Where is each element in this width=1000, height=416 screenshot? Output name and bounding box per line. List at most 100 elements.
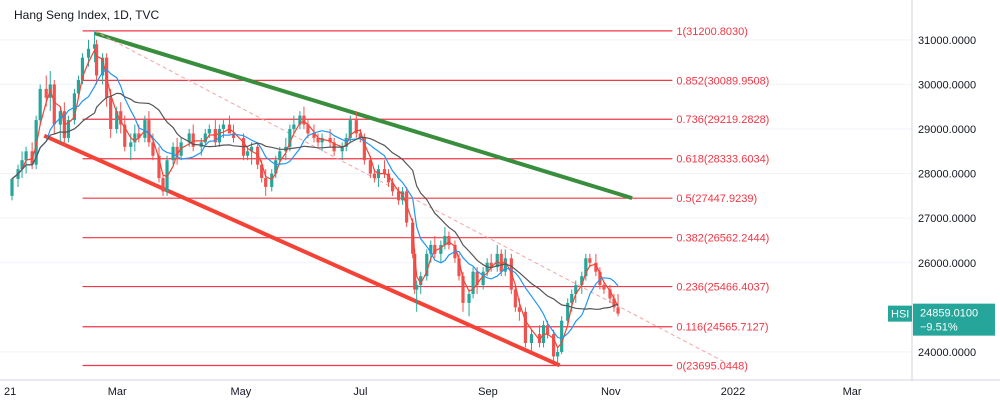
- candle-body: [231, 133, 236, 138]
- chart-title: Hang Seng Index, 1D, TVC: [14, 8, 160, 22]
- candle-body: [467, 293, 471, 303]
- y-tick-label: 28000.0000: [918, 169, 976, 181]
- candle-body: [545, 325, 550, 335]
- candle-body: [191, 133, 195, 147]
- candle-body: [217, 129, 221, 143]
- ma-slow-line: [11, 92, 619, 310]
- candle-body: [278, 151, 282, 161]
- candle-body: [340, 146, 344, 152]
- candle-body: [616, 307, 620, 314]
- candle-body: [288, 129, 292, 147]
- candle-body: [588, 258, 592, 263]
- candle-body: [396, 191, 401, 201]
- candle-body: [513, 289, 517, 308]
- candle-body: [574, 285, 578, 294]
- red-channel-trendline[interactable]: [43, 133, 561, 368]
- candle-body: [354, 120, 358, 134]
- candle-body: [44, 88, 48, 98]
- candle-body: [187, 133, 191, 143]
- candle-body: [213, 129, 217, 143]
- candle-body: [249, 146, 254, 152]
- candle-body: [429, 244, 433, 254]
- candle-body: [425, 253, 429, 277]
- candle-body: [92, 44, 97, 49]
- candle-body: [489, 262, 493, 268]
- x-tick-label: Mar: [108, 386, 127, 398]
- candle-body: [415, 285, 419, 290]
- y-tick-label: 29000.0000: [918, 124, 976, 136]
- candle-body: [529, 334, 534, 344]
- candle-body: [137, 133, 141, 138]
- candle-body: [433, 244, 437, 254]
- candle-body: [439, 244, 443, 254]
- candle-body: [151, 142, 155, 156]
- candle-body: [66, 120, 70, 138]
- candle-body: [405, 191, 409, 223]
- candle-body: [552, 334, 556, 357]
- fibonacci-retracement[interactable]: 1(31200.8030) 0.852(30089.9508) 0.736(2921…: [82, 26, 770, 373]
- ma-mid-line: [11, 68, 619, 340]
- candle-body: [447, 236, 451, 245]
- candle-body: [80, 57, 85, 80]
- candle-body: [362, 137, 366, 161]
- candle-body: [320, 137, 324, 143]
- candle-body: [461, 276, 465, 303]
- candle-body: [503, 258, 507, 272]
- candle-body: [76, 79, 81, 94]
- candle-body: [517, 307, 521, 312]
- candle-body: [101, 57, 105, 76]
- candle-body: [570, 293, 574, 303]
- candle-body: [264, 178, 268, 187]
- symbol-badge: [888, 305, 912, 322]
- candle-body: [34, 120, 38, 165]
- candle-body: [413, 253, 417, 290]
- axes-layer: 24000.0000 26000.0000 27000.0000 28000.0000…: [0, 0, 1000, 398]
- candle-body: [94, 44, 99, 76]
- last-price-label: 24859.0100: [920, 308, 978, 320]
- candle-body: [52, 84, 56, 125]
- ma-fast-line: [11, 48, 619, 349]
- y-tick-label: 24000.0000: [918, 347, 976, 359]
- candle-body: [157, 155, 161, 179]
- y-tick-label: 27000.0000: [918, 213, 976, 225]
- x-tick-label: Sep: [478, 386, 498, 398]
- y-tick-label: 30000.0000: [918, 79, 976, 91]
- candle-body: [24, 151, 28, 161]
- x-tick-label: Jul: [353, 386, 367, 398]
- candle-body: [475, 271, 479, 286]
- change-pct-label: −9.51%: [920, 322, 958, 334]
- candle-body: [608, 289, 612, 299]
- fib-level-label: 0.618(28333.6034): [676, 154, 769, 166]
- green-channel-trendline[interactable]: [93, 31, 633, 201]
- candle-body: [537, 334, 542, 344]
- y-tick-label: 31000.0000: [918, 35, 976, 47]
- candle-body: [123, 124, 127, 147]
- candle-body: [598, 271, 602, 286]
- candle-body: [372, 173, 377, 179]
- candle-body: [270, 173, 274, 187]
- candle-body: [560, 320, 564, 352]
- fib-level-label: 0.236(25466.4037): [676, 282, 769, 294]
- candle-body: [358, 133, 362, 138]
- candle-body: [594, 262, 598, 272]
- fib-level-label: 0.116(24565.7127): [676, 322, 768, 334]
- candle-body: [584, 258, 588, 277]
- fib-level-label: 0.5(27447.9239): [676, 193, 757, 205]
- candle-body: [86, 48, 91, 58]
- candle-body: [306, 124, 310, 134]
- candle-body: [523, 311, 528, 344]
- candle-body: [161, 178, 165, 192]
- last-price-badge: [913, 303, 995, 336]
- candle-body: [292, 124, 296, 130]
- fib-level-label: 0(23695.0448): [676, 361, 748, 373]
- symbol-label: HSI: [891, 309, 909, 321]
- candle-body: [143, 120, 147, 138]
- fib-level-label: 0.382(26562.2444): [676, 233, 769, 245]
- candle-body: [457, 258, 461, 277]
- candle-body: [302, 115, 306, 125]
- candle-body: [119, 111, 123, 125]
- candle-body: [312, 133, 316, 138]
- candle-body: [147, 120, 151, 143]
